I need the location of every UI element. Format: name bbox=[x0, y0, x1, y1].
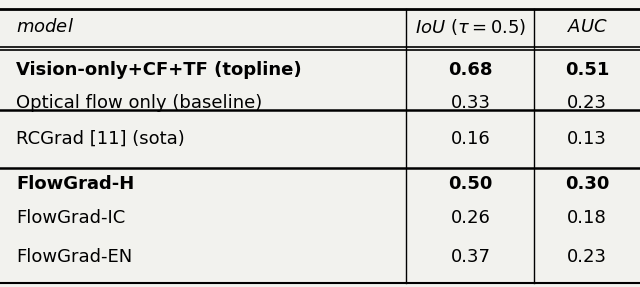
Text: 0.18: 0.18 bbox=[567, 209, 607, 227]
Text: RCGrad [11] (sota): RCGrad [11] (sota) bbox=[16, 130, 185, 148]
Text: Optical flow only (baseline): Optical flow only (baseline) bbox=[16, 94, 262, 112]
Text: 0.23: 0.23 bbox=[567, 94, 607, 112]
Text: 0.30: 0.30 bbox=[565, 175, 609, 193]
Text: 0.68: 0.68 bbox=[448, 61, 493, 79]
Text: 0.37: 0.37 bbox=[451, 248, 490, 266]
Text: Vision-only+CF+TF (topline): Vision-only+CF+TF (topline) bbox=[16, 61, 301, 79]
Text: 0.23: 0.23 bbox=[567, 248, 607, 266]
Text: 0.51: 0.51 bbox=[565, 61, 609, 79]
Text: 0.26: 0.26 bbox=[451, 209, 490, 227]
Text: 0.16: 0.16 bbox=[451, 130, 490, 148]
Text: FlowGrad-EN: FlowGrad-EN bbox=[16, 248, 132, 266]
Text: $\mathit{model}$: $\mathit{model}$ bbox=[16, 18, 74, 36]
Text: 0.13: 0.13 bbox=[567, 130, 607, 148]
Text: 0.50: 0.50 bbox=[448, 175, 493, 193]
Text: FlowGrad-H: FlowGrad-H bbox=[16, 175, 134, 193]
Text: 0.33: 0.33 bbox=[451, 94, 490, 112]
Text: FlowGrad-IC: FlowGrad-IC bbox=[16, 209, 125, 227]
Text: $\mathit{AUC}$: $\mathit{AUC}$ bbox=[567, 18, 607, 36]
Text: $\mathit{IoU}$ $(\tau = 0.5)$: $\mathit{IoU}$ $(\tau = 0.5)$ bbox=[415, 17, 526, 37]
